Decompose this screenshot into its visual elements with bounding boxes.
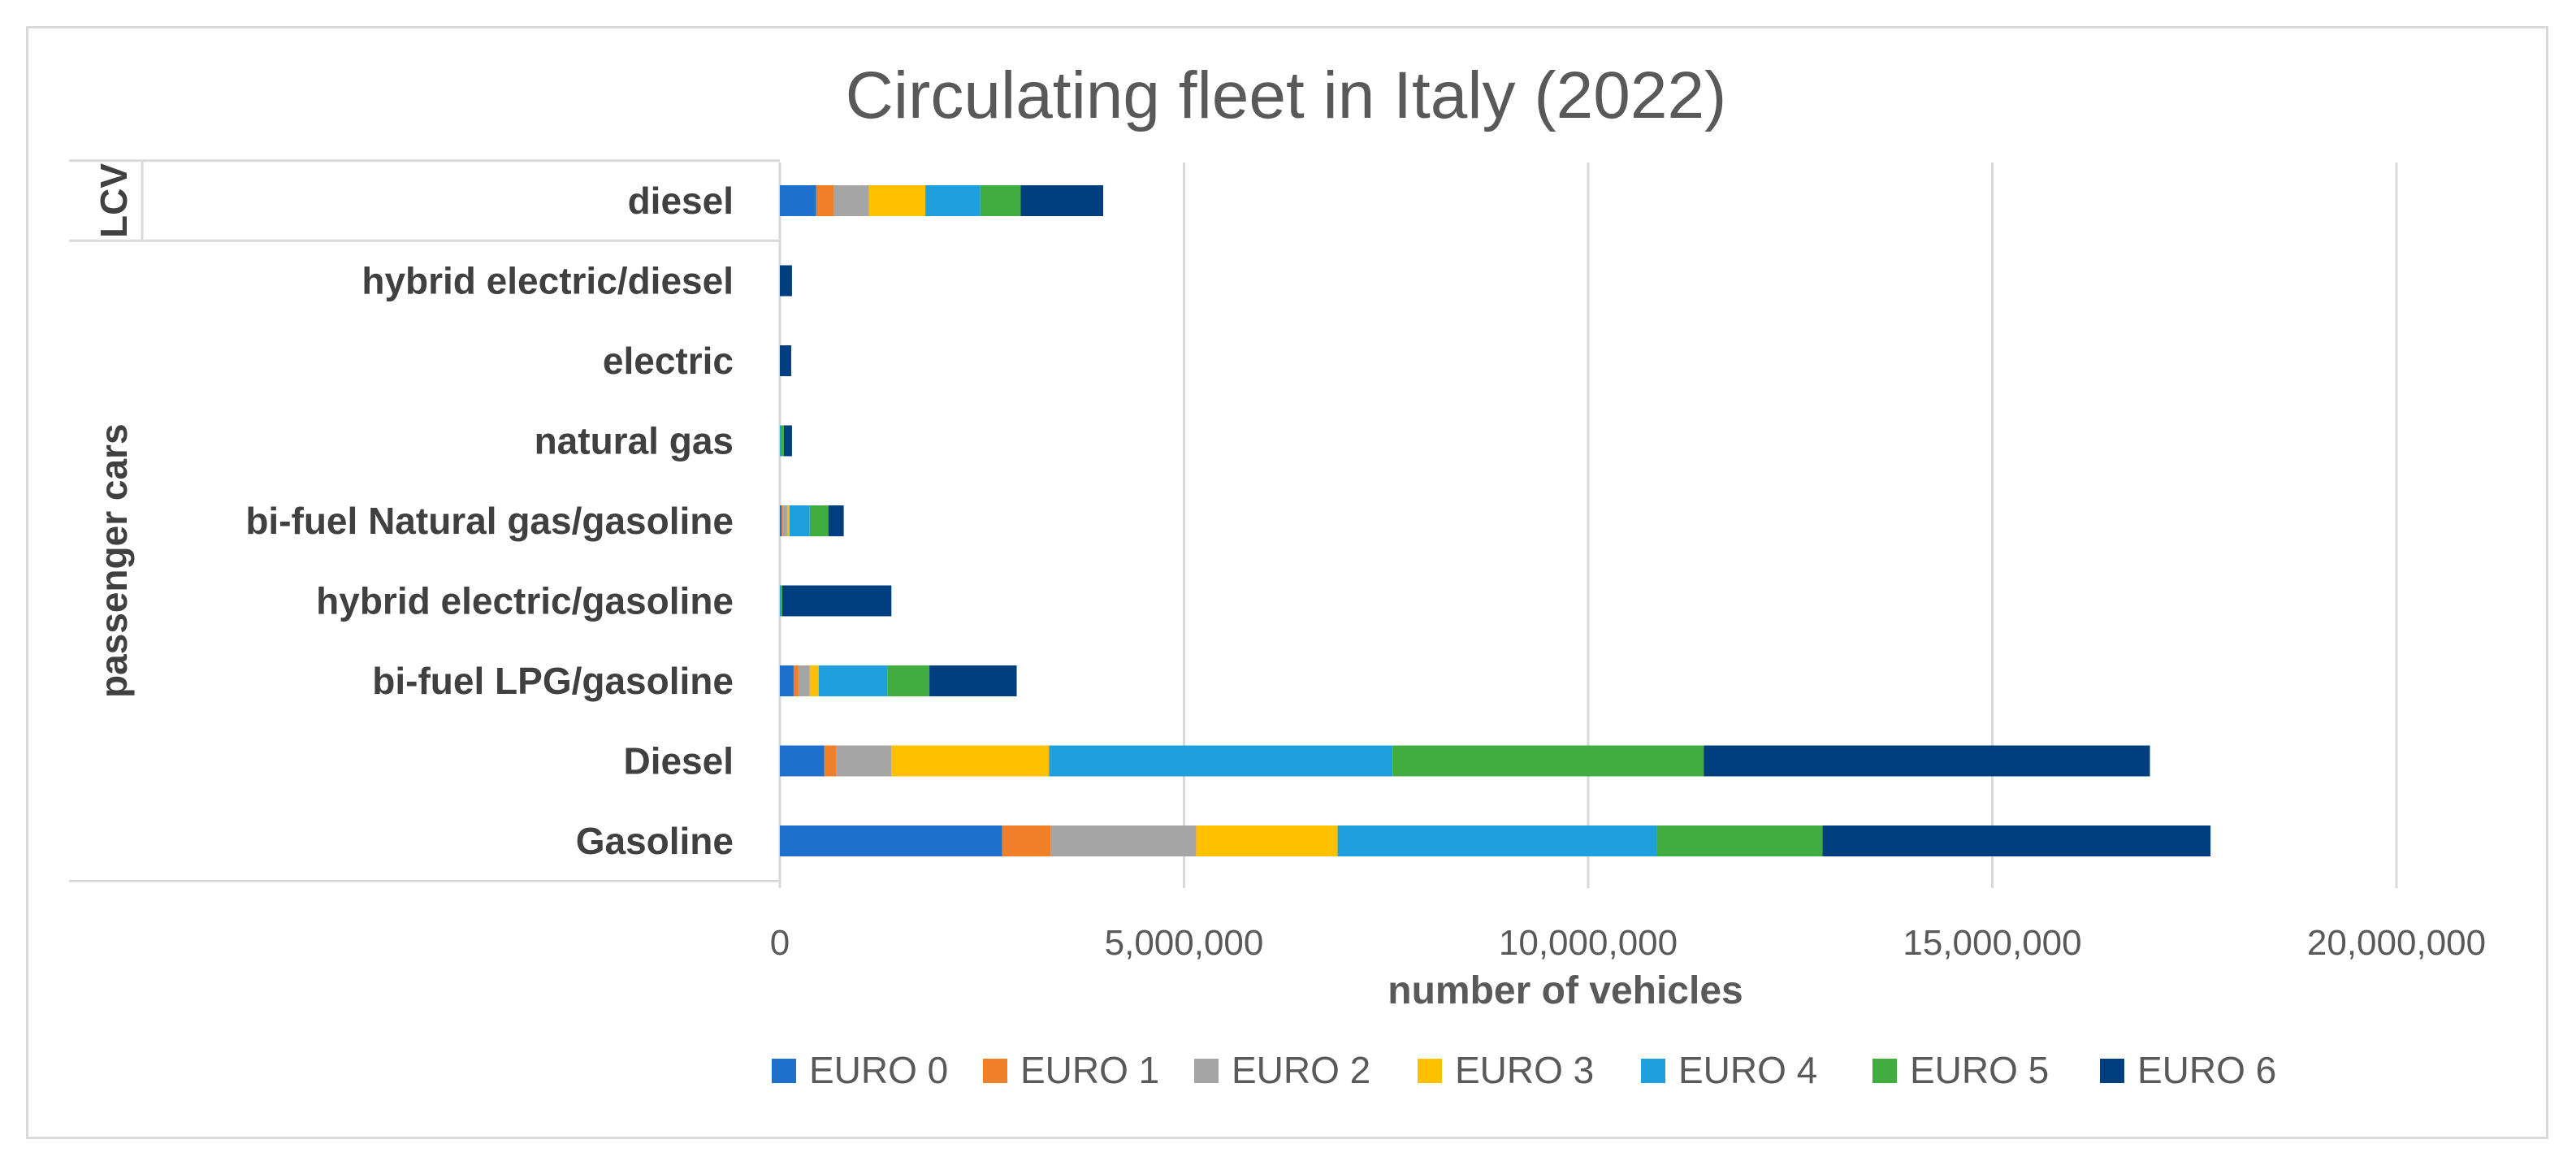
category-label: natural gas xyxy=(535,420,734,462)
legend-label: EURO 6 xyxy=(2137,1049,2276,1091)
bar-segment xyxy=(929,665,1017,696)
legend-label: EURO 5 xyxy=(1910,1049,2049,1091)
category-label: bi-fuel LPG/gasoline xyxy=(372,660,734,702)
legend-label: EURO 1 xyxy=(1020,1049,1159,1091)
x-axis-label: number of vehicles xyxy=(1388,969,1743,1012)
legend-swatch xyxy=(983,1059,1007,1083)
bar-segment xyxy=(780,585,781,617)
group-label: passenger cars xyxy=(93,423,135,698)
bar-segment xyxy=(1050,826,1197,856)
bar-segment xyxy=(781,425,784,457)
bar-segment xyxy=(781,585,892,617)
bar-segment xyxy=(789,505,810,536)
x-tick-label: 10,000,000 xyxy=(1499,923,1678,963)
x-tick-label: 0 xyxy=(770,923,790,963)
bar-segment xyxy=(1656,826,1823,856)
bar-segment xyxy=(868,185,926,216)
category-label: Gasoline xyxy=(576,820,734,862)
bar-segment xyxy=(925,185,981,216)
x-tick-label: 5,000,000 xyxy=(1105,923,1264,963)
legend-label: EURO 2 xyxy=(1232,1049,1370,1091)
legend: EURO 0 EURO 1 EURO 2 EURO 3 EURO 4 EURO 5 EURO… xyxy=(772,1049,2276,1091)
gridlines: 0 5,000,000 10,000,000 15,000,000 20,000,000 xyxy=(770,162,2486,963)
x-tick-label: 15,000,000 xyxy=(1903,923,2081,963)
bar-segment xyxy=(1196,826,1338,856)
bar-segment xyxy=(809,665,819,696)
bar-segment xyxy=(781,505,782,536)
bar-segment xyxy=(824,745,837,777)
legend-swatch xyxy=(772,1059,796,1083)
bar-segment xyxy=(809,505,829,536)
bar-segment xyxy=(816,185,834,216)
bar-segment xyxy=(793,665,799,696)
bar-segment xyxy=(780,745,825,777)
category-label: diesel xyxy=(628,180,734,222)
bar-segment xyxy=(1020,185,1103,216)
x-tick-label: 20,000,000 xyxy=(2307,923,2486,963)
bar-segment xyxy=(1049,745,1393,777)
bar-segment xyxy=(780,505,781,536)
bar-segment xyxy=(1337,826,1657,856)
bar-segment xyxy=(980,185,1021,216)
bar-segment xyxy=(1822,826,2211,856)
stacked-bar-chart: 0 5,000,000 10,000,000 15,000,000 20,000,000… xyxy=(69,58,2486,1091)
bar-segment xyxy=(780,425,781,457)
legend-swatch xyxy=(1194,1059,1219,1083)
bar-segment xyxy=(780,826,1002,856)
legend-swatch xyxy=(2100,1059,2124,1083)
legend-label: EURO 3 xyxy=(1455,1049,1594,1091)
bar-segment xyxy=(798,665,810,696)
category-groups: diesel hybrid electric/diesel electric natu… xyxy=(69,159,780,882)
legend-swatch xyxy=(1418,1059,1442,1083)
category-label: hybrid electric/diesel xyxy=(362,260,734,302)
bar-segment xyxy=(780,265,792,297)
bar-segment xyxy=(780,185,816,216)
bar-segment xyxy=(780,665,794,696)
chart-title: Circulating fleet in Italy (2022) xyxy=(846,58,1727,132)
bar-segment xyxy=(780,585,782,617)
bar-segment xyxy=(781,505,787,536)
bar-segment xyxy=(833,185,869,216)
category-label: Diesel xyxy=(623,740,734,782)
group-label: LCV xyxy=(93,163,135,238)
chart-frame: 0 5,000,000 10,000,000 15,000,000 20,000,000… xyxy=(26,26,2548,1139)
bar-segment xyxy=(1392,745,1704,777)
category-label: bi-fuel Natural gas/gasoline xyxy=(245,500,734,542)
legend-label: EURO 4 xyxy=(1678,1049,1817,1091)
category-label: hybrid electric/gasoline xyxy=(316,580,734,622)
bar-segment xyxy=(1704,745,2150,777)
legend-label: EURO 0 xyxy=(809,1049,948,1091)
category-label: electric xyxy=(603,340,734,382)
bars xyxy=(780,185,2211,856)
bar-segment xyxy=(891,745,1050,777)
legend-swatch xyxy=(1641,1059,1665,1083)
bar-segment xyxy=(836,745,892,777)
bar-segment xyxy=(780,345,791,376)
bar-segment xyxy=(1002,826,1051,856)
bar-segment xyxy=(783,425,792,457)
bar-segment xyxy=(828,505,844,536)
bar-segment xyxy=(818,665,888,696)
legend-swatch xyxy=(1872,1059,1897,1083)
bar-segment xyxy=(786,505,790,536)
bar-segment xyxy=(887,665,930,696)
